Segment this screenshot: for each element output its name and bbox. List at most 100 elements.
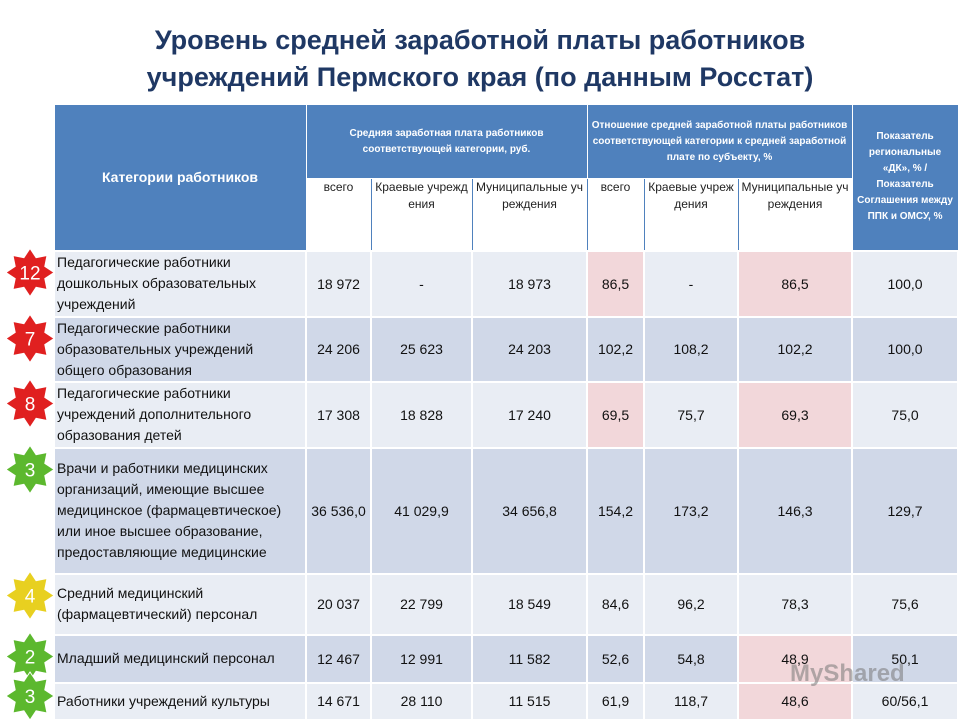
value-cell: 48,6 [737, 681, 854, 721]
row: Педагогические работники дошкольных обра… [53, 249, 960, 318]
badge-star [5, 378, 55, 429]
category-cell: Средний медицинский (фармацевтический) п… [53, 572, 307, 636]
value-cell: 24 206 [305, 315, 372, 383]
badge-star [5, 247, 55, 298]
header-cell: Категории работников [53, 104, 307, 251]
header-cell: Средняя заработная плата работников соот… [305, 104, 588, 179]
title: Уровень средней заработной платы работни… [0, 22, 960, 96]
badges: 12 7 8 3 4 2 3 [5, 247, 55, 720]
value-cell: 96,2 [643, 572, 740, 636]
subheader-cell: всего [586, 178, 645, 251]
badge-star [5, 671, 55, 720]
badge-number: 12 [19, 264, 40, 285]
value-cell: 12 467 [305, 633, 372, 684]
category-text: Педагогические работники учреждений допо… [57, 385, 252, 443]
value-cell: 11 515 [470, 681, 589, 721]
value-cell: 78,3 [737, 572, 854, 636]
subheader-cell: всего [305, 178, 372, 251]
value-cell: 17 308 [305, 380, 372, 449]
category-cell: Педагогические работники учреждений допо… [53, 380, 307, 449]
value-cell: 50,1 [851, 633, 960, 684]
subheader-cell: Муниципальные учреждения [471, 178, 588, 251]
value-cell: 100,0 [851, 315, 960, 383]
value-cell: 154,2 [586, 446, 646, 575]
value-cell: 24 203 [470, 315, 589, 383]
value-cell: 173,2 [643, 446, 740, 575]
header-cell: Показатель региональные «ДК», % / Показа… [851, 104, 959, 251]
category-cell: Младший медицинский персонал [53, 633, 307, 684]
badge-number: 4 [25, 587, 36, 608]
value-cell: 86,5 [586, 249, 646, 318]
category-cell: Врачи и работники медицинских организаци… [53, 446, 307, 575]
value-cell: 102,2 [737, 315, 854, 383]
value-cell: 100,0 [851, 249, 960, 318]
value-cell: 18 973 [470, 249, 589, 318]
value-cell: 48,9 [737, 633, 854, 684]
value-cell: 25 623 [370, 315, 473, 383]
value-cell: 61,9 [586, 681, 646, 721]
value-cell: 84,6 [586, 572, 646, 636]
table: Категории работников Средняя заработная … [53, 104, 960, 721]
value-cell: 129,7 [851, 446, 960, 575]
value-cell: 69,5 [586, 380, 646, 449]
row: Средний медицинский (фармацевтический) п… [53, 572, 960, 636]
badge-star [5, 444, 55, 495]
value-cell: 14 671 [305, 681, 372, 721]
value-cell: 34 656,8 [470, 446, 589, 575]
value-cell: 102,2 [586, 315, 646, 383]
watermark: MyShared [790, 660, 905, 687]
value-cell: 118,7 [643, 681, 740, 721]
row: Педагогические работники образовательных… [53, 315, 960, 383]
row: Врачи и работники медицинских организаци… [53, 446, 960, 575]
header-cell: Отношение средней заработной платы работ… [586, 104, 853, 179]
value-cell: 75,6 [851, 572, 960, 636]
category-text: Врачи и работники медицинских организаци… [57, 460, 282, 560]
row: Работники учреждений культуры 14 671 28 11… [53, 681, 960, 721]
category-text: Младший медицинский персонал [57, 650, 275, 666]
value-cell: 18 972 [305, 249, 372, 318]
badge-number: 2 [25, 648, 36, 669]
value-cell: 108,2 [643, 315, 740, 383]
value-cell: - [643, 249, 740, 318]
category-cell: Педагогические работники дошкольных обра… [53, 249, 307, 318]
value-cell: 17 240 [470, 380, 589, 449]
title-line: учреждений Пермского края (по данным Рос… [146, 62, 814, 92]
badge-number: 3 [25, 687, 36, 708]
value-cell: 11 582 [470, 633, 589, 684]
value-cell: 52,6 [586, 633, 646, 684]
category-cell: Работники учреждений культуры [53, 681, 307, 721]
badge-number: 8 [25, 395, 36, 416]
value-cell: 36 536,0 [305, 446, 372, 575]
value-cell: 12 991 [370, 633, 473, 684]
value-cell: 18 828 [370, 380, 473, 449]
subheader-cell: Муниципальные учреждения [737, 178, 853, 251]
value-cell: 69,3 [737, 380, 854, 449]
row: Младший медицинский персонал 12 467 12 991… [53, 633, 960, 684]
badge-number: 7 [25, 330, 36, 351]
category-text: Педагогические работники образовательных… [57, 319, 254, 378]
value-cell: 20 037 [305, 572, 372, 636]
subheader-cell: Краевые учреждения [370, 178, 473, 251]
value-cell: 28 110 [370, 681, 473, 721]
badge-star [5, 313, 55, 364]
value-cell: 22 799 [370, 572, 473, 636]
value-cell: - [370, 249, 473, 318]
category-text: Педагогические работники дошкольных обра… [57, 254, 256, 312]
category-text: Работники учреждений культуры [57, 692, 270, 709]
row: Педагогические работники учреждений допо… [53, 380, 960, 449]
category-text: Средний медицинский (фармацевтический) п… [57, 585, 258, 622]
value-cell: 75,0 [851, 380, 960, 449]
value-cell: 41 029,9 [370, 446, 473, 575]
value-cell: 75,7 [643, 380, 740, 449]
value-cell: 86,5 [737, 249, 854, 318]
badge-number: 3 [25, 461, 36, 482]
value-cell: 146,3 [737, 446, 854, 575]
badge-star [5, 570, 55, 621]
subheader-cell: Краевые учреждения [643, 178, 739, 251]
value-cell: 54,8 [643, 633, 740, 684]
category-cell: Педагогические работники образовательных… [53, 315, 307, 383]
value-cell: 60/56,1 [851, 681, 960, 721]
title-line: Уровень средней заработной платы работни… [154, 25, 806, 55]
value-cell: 18 549 [470, 572, 589, 636]
